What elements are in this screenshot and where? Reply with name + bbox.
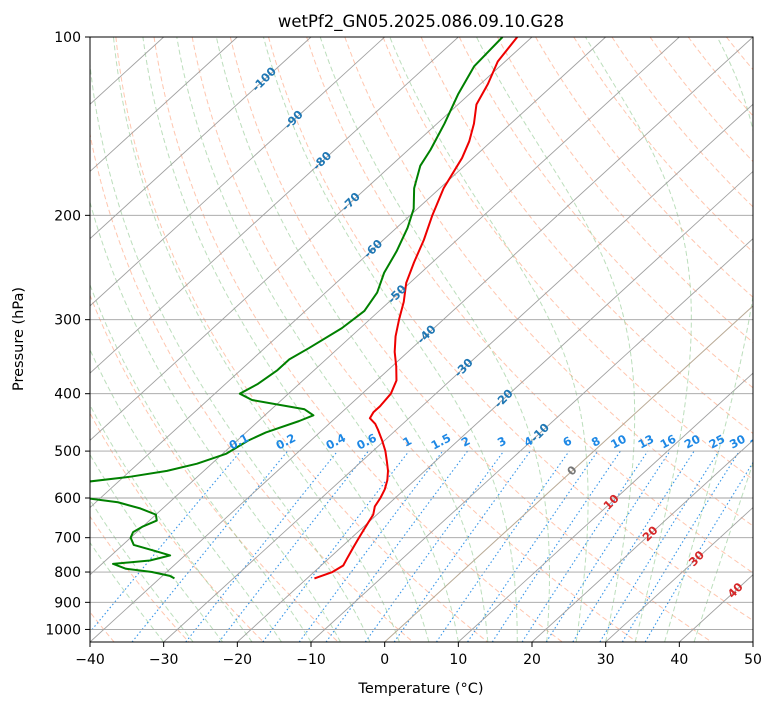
mixing-ratio-label: 16 [658, 432, 679, 452]
isotherm-line [90, 37, 753, 642]
pressure-gridlines [90, 37, 753, 642]
moist-adiabat [90, 60, 371, 642]
mixing-ratio-line [364, 450, 505, 642]
dry-adiabat [90, 515, 190, 642]
moist-adiabat [215, 37, 489, 642]
temperature-profile-line [314, 37, 519, 580]
sounding-series [90, 37, 519, 580]
y-tick-label: 1000 [45, 622, 81, 638]
isotherm-line [90, 37, 238, 173]
mixing-ratio-line [621, 450, 740, 642]
moist-adiabat [664, 37, 753, 642]
x-tick-label: 30 [597, 652, 615, 668]
mixing-ratio-line [325, 450, 468, 642]
plot-frame [89, 36, 754, 643]
mixing-ratio-label: 10 [608, 432, 629, 452]
mixing-ratio-line [467, 450, 599, 642]
x-tick-label: −20 [223, 652, 253, 668]
x-tick-label: −40 [75, 652, 105, 668]
moist-adiabat [693, 461, 753, 642]
mixing-ratio-label: 36 [748, 432, 769, 452]
mixing-ratio-line [262, 450, 410, 642]
mixing-ratio-label: 30 [727, 432, 748, 452]
y-tick-label: 500 [54, 444, 81, 460]
x-tick-label: 40 [670, 652, 688, 668]
mixing-ratio-line [185, 450, 338, 642]
dry-adiabat [229, 37, 712, 642]
isotherm-line [90, 37, 606, 509]
plot-area: 0.10.20.40.611.52346810131620253036-100-… [90, 37, 769, 642]
moist-adiabat [142, 37, 430, 642]
isotherm-line [163, 103, 753, 642]
y-tick-label: 300 [54, 313, 81, 329]
moist-adiabat [112, 37, 400, 642]
moist-adiabat [476, 37, 636, 642]
mixing-ratio-line [545, 450, 671, 642]
dry-adiabat [115, 37, 488, 642]
isotherm-line [237, 170, 753, 642]
x-tick-label: 0 [380, 652, 389, 668]
mixing-ratio-line [572, 450, 695, 642]
isotherm-line [90, 37, 385, 307]
moist-adiabat [319, 37, 550, 642]
dry-adiabat [535, 37, 753, 298]
x-tick-label: −10 [296, 652, 326, 668]
moist-adiabat [90, 404, 253, 642]
moist-adiabat [90, 453, 223, 642]
moist-adiabat [176, 37, 459, 642]
dry-adiabat [268, 37, 753, 622]
mixing-ratio-line [491, 450, 621, 642]
x-axis-label: Temperature (°C) [357, 681, 483, 697]
mixing-ratio-line [521, 450, 649, 642]
moist-adiabat [585, 37, 692, 642]
background-lines [90, 37, 753, 642]
x-tick-label: 20 [523, 652, 541, 668]
dry-adiabat [191, 37, 638, 642]
mixing-ratio-line [435, 450, 570, 642]
isotherm-line [605, 506, 753, 642]
isotherm-line [90, 37, 312, 240]
x-tick-label: 50 [744, 652, 762, 668]
y-tick-label: 200 [54, 208, 81, 224]
y-tick-label: 400 [54, 387, 81, 403]
isotherm-line [458, 372, 753, 642]
mixing-ratio-label: 20 [682, 432, 703, 452]
isotherm-line [90, 37, 459, 374]
y-tick-label: 700 [54, 531, 81, 547]
isotherm-line [90, 37, 533, 441]
mixing-ratio-line [298, 450, 444, 642]
mixing-ratio-label: 13 [636, 432, 657, 452]
moist-adiabat [389, 37, 589, 642]
freezing-isotherm [384, 305, 753, 642]
isotherm-line [90, 37, 680, 576]
isotherm-line [310, 238, 753, 642]
mixing-ratio-label: 25 [707, 432, 728, 452]
x-tick-label: 10 [449, 652, 467, 668]
y-axis-label: Pressure (hPa) [11, 287, 27, 391]
mixing-ratio-line [131, 450, 289, 642]
moist-adiabat [262, 37, 518, 642]
y-tick-label: 900 [54, 595, 81, 611]
isotherm-line [531, 439, 753, 642]
chart-title: wetPf2_GN05.2025.086.09.10.G28 [278, 12, 564, 32]
y-tick-label: 100 [54, 30, 81, 46]
dry-adiabat [382, 37, 753, 481]
y-tick-label: 600 [54, 491, 81, 507]
dewpoint-profile-line [90, 37, 504, 580]
x-tick-label: −30 [149, 652, 179, 668]
dry-adiabat [90, 412, 264, 642]
y-tick-label: 800 [54, 565, 81, 581]
mixing-ratio-line [90, 450, 242, 633]
dry-adiabat [90, 131, 414, 642]
